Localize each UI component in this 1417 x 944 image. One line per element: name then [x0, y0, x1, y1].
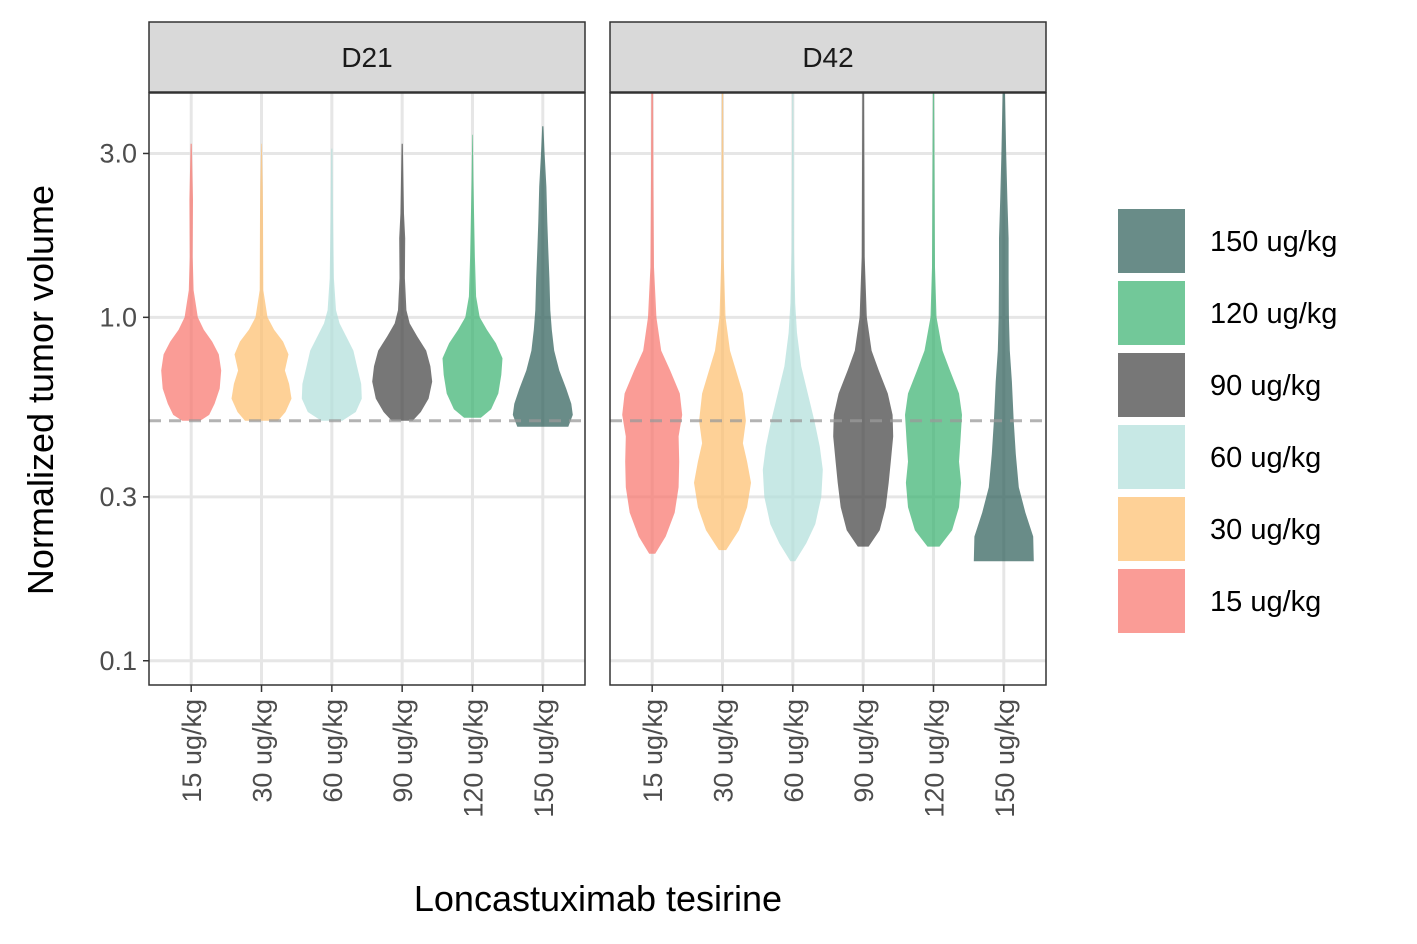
y-axis: 0.1 0.3 1.0 3.0 [99, 138, 149, 676]
x-tick-label: 90 ug/kg [849, 699, 879, 803]
x-tick-label: 90 ug/kg [388, 699, 418, 803]
x-tick-label: 15 ug/kg [638, 699, 668, 803]
legend-key [1118, 281, 1185, 345]
legend-key [1118, 425, 1185, 489]
facet-strip-label: D42 [802, 42, 853, 73]
facet-strip [609, 21, 1047, 93]
violin-30-ug-kg [231, 143, 292, 421]
x-tick-label: 30 ug/kg [248, 699, 278, 803]
panel-border [609, 92, 1047, 686]
x-tick-label: 120 ug/kg [458, 699, 488, 818]
panel-background [610, 93, 1046, 685]
x-tick-label: 15 ug/kg [177, 699, 207, 803]
violin-15-ug-kg [622, 93, 683, 554]
legend-label: 30 ug/kg [1210, 514, 1321, 546]
y-tick-label: 3.0 [99, 138, 137, 168]
legend-item: 150 ug/kg [1118, 209, 1337, 273]
legend: 150 ug/kg 120 ug/kg 90 ug/kg 60 ug/kg 30 ug/… [1118, 209, 1337, 633]
violin-60-ug-kg [301, 148, 362, 421]
violin-60-ug-kg [762, 93, 823, 562]
y-tick-label: 0.1 [99, 646, 137, 676]
violin-120-ug-kg [442, 134, 503, 418]
legend-label: 90 ug/kg [1210, 370, 1321, 402]
violin-120-ug-kg [905, 93, 962, 547]
legend-item: 60 ug/kg [1118, 425, 1321, 489]
violins [622, 93, 1034, 562]
facet-strip-label: D21 [341, 42, 392, 73]
violin-30-ug-kg [694, 93, 751, 551]
y-axis-title: Normalized tumor volume [20, 185, 61, 595]
panel-border [148, 92, 586, 686]
legend-label: 60 ug/kg [1210, 442, 1321, 474]
violin-15-ug-kg [161, 143, 222, 421]
violin-150-ug-kg [512, 126, 573, 427]
legend-key [1118, 209, 1185, 273]
x-tick-label: 60 ug/kg [318, 699, 348, 803]
x-tick-label: 30 ug/kg [709, 699, 739, 803]
legend-key [1118, 497, 1185, 561]
legend-label: 120 ug/kg [1210, 298, 1337, 330]
facet-panel-d21: D21 15 ug/kg 30 ug/kg 60 ug/kg 90 ug/kg 120 u… [148, 21, 586, 818]
violins [161, 126, 573, 427]
y-tick-label: 1.0 [99, 302, 137, 332]
x-tick-label: 60 ug/kg [779, 699, 809, 803]
legend-item: 90 ug/kg [1118, 353, 1321, 417]
legend-item: 30 ug/kg [1118, 497, 1321, 561]
legend-label: 15 ug/kg [1210, 586, 1321, 618]
legend-label: 150 ug/kg [1210, 226, 1337, 258]
legend-key [1118, 353, 1185, 417]
x-tick-label: 150 ug/kg [990, 699, 1020, 818]
y-tick-label: 0.3 [99, 482, 137, 512]
x-axis-title: Loncastuximab tesirine [414, 878, 782, 919]
x-tick-label: 120 ug/kg [919, 699, 949, 818]
legend-item: 15 ug/kg [1118, 569, 1321, 633]
x-tick-label: 150 ug/kg [529, 699, 559, 818]
violin-90-ug-kg [372, 143, 433, 421]
violin-150-ug-kg [973, 93, 1034, 562]
panel-background [149, 93, 585, 685]
legend-item: 120 ug/kg [1118, 281, 1337, 345]
violin-90-ug-kg [833, 93, 894, 547]
facet-panels: D21 15 ug/kg 30 ug/kg 60 ug/kg 90 ug/kg 120 u… [148, 21, 1047, 818]
facet-strip [148, 21, 586, 93]
legend-key [1118, 569, 1185, 633]
facet-panel-d42: D42 15 ug/kg 30 ug/kg 60 ug/kg 90 ug/kg 120 u… [609, 21, 1047, 818]
